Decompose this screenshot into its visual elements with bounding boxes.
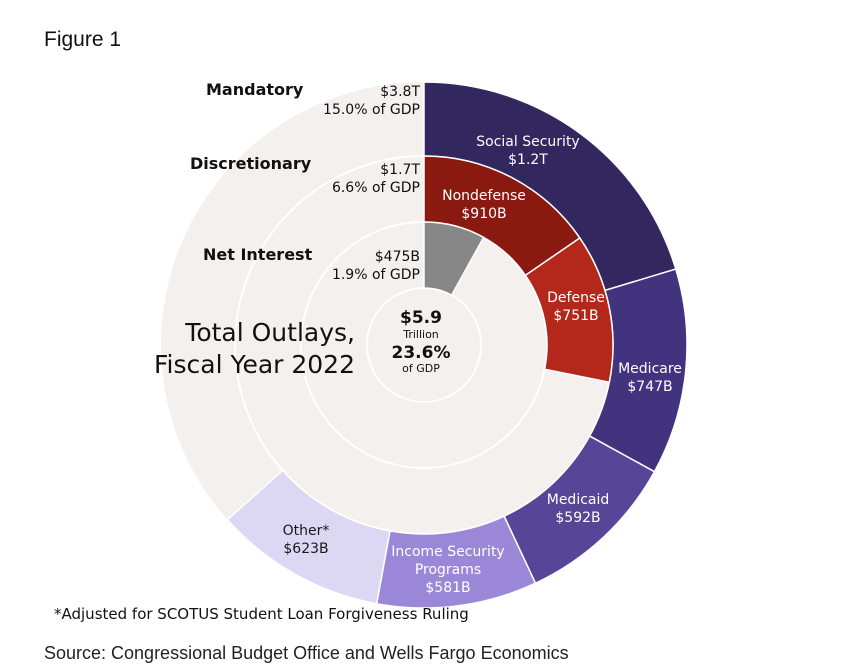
source-note: Source: Congressional Budget Office and … — [44, 643, 569, 663]
slice-label: Social Security — [476, 134, 579, 150]
slice-label: Programs — [415, 562, 481, 578]
ring-share: 1.9% of GDP — [332, 267, 420, 283]
slice-other — [226, 469, 391, 605]
slice-label: Nondefense — [442, 188, 526, 204]
slice-value-label: $623B — [283, 541, 328, 557]
ring-share: 6.6% of GDP — [332, 180, 420, 196]
slice-defense — [524, 236, 614, 384]
center-gdp-share: 23.6% — [392, 343, 451, 363]
center-gdp-label: of GDP — [402, 362, 440, 375]
ring-total: $3.8T — [380, 84, 420, 100]
slice-value-label: $910B — [461, 206, 506, 222]
slice-label: Medicare — [618, 361, 682, 377]
ring-total: $475B — [375, 249, 420, 265]
chart-title: Total Outlays, Fiscal Year 2022 — [105, 317, 355, 381]
slice-label: Medicaid — [547, 492, 610, 508]
slice-value-label: $747B — [627, 379, 672, 395]
figure-label: Figure 1 — [44, 28, 122, 51]
ring-total: $1.7T — [380, 162, 420, 178]
ring-name: Discretionary — [190, 154, 312, 173]
slice-value-label: $751B — [553, 308, 598, 324]
chart-title-line-1: Total Outlays, — [185, 318, 355, 347]
ring-name: Mandatory — [206, 80, 304, 99]
slice-label: Other* — [283, 523, 330, 539]
center-total-value: $5.9 — [400, 308, 442, 328]
slice-net-interest — [423, 221, 485, 297]
slice-value-label: $1.2T — [508, 152, 548, 168]
ring-name: Net Interest — [203, 245, 313, 264]
slice-label: Income Security — [391, 544, 504, 560]
slice-label: Defense — [547, 290, 605, 306]
ring-share: 15.0% of GDP — [323, 102, 420, 118]
footnote: *Adjusted for SCOTUS Student Loan Forgiv… — [54, 605, 469, 623]
chart-title-line-2: Fiscal Year 2022 — [154, 350, 355, 379]
slice-value-label: $581B — [425, 580, 470, 596]
slice-value-label: $592B — [555, 510, 600, 526]
center-total-unit: Trillion — [402, 328, 439, 341]
